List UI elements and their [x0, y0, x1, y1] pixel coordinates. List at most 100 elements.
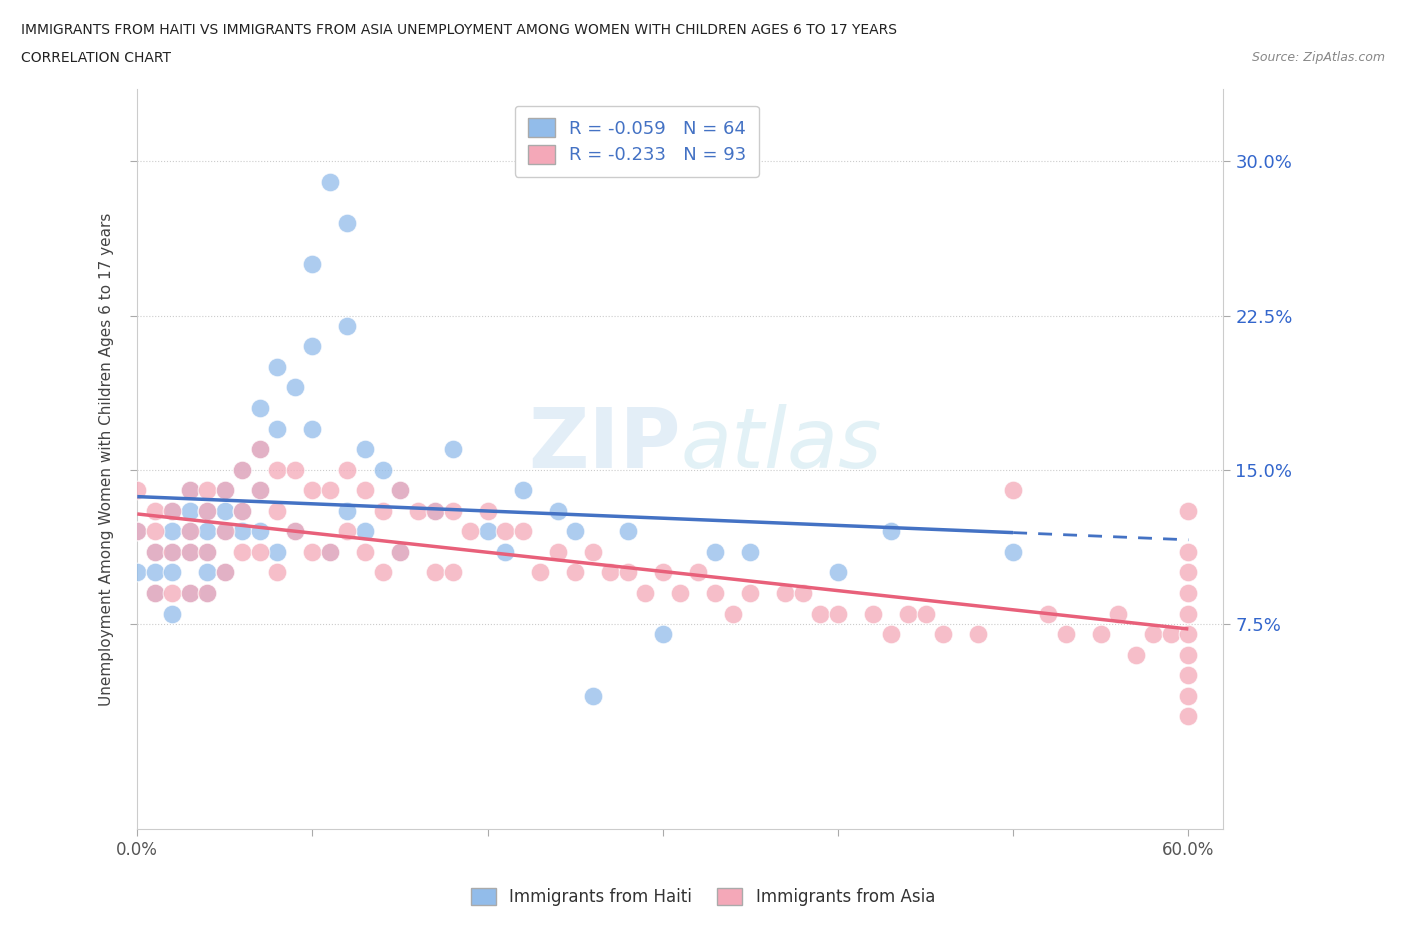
Point	[564, 565, 586, 580]
Point	[319, 483, 342, 498]
Point	[1177, 627, 1199, 642]
Point	[214, 503, 236, 518]
Point	[879, 627, 901, 642]
Point	[336, 216, 359, 231]
Point	[441, 442, 464, 457]
Point	[301, 257, 323, 272]
Point	[669, 586, 692, 601]
Point	[389, 483, 412, 498]
Point	[827, 565, 849, 580]
Point	[231, 503, 253, 518]
Point	[179, 524, 201, 538]
Point	[195, 503, 218, 518]
Point	[1142, 627, 1164, 642]
Point	[214, 565, 236, 580]
Point	[195, 565, 218, 580]
Point	[617, 565, 640, 580]
Point	[249, 401, 271, 416]
Point	[354, 442, 377, 457]
Point	[704, 586, 727, 601]
Point	[249, 442, 271, 457]
Point	[914, 606, 936, 621]
Point	[651, 565, 673, 580]
Point	[231, 462, 253, 477]
Point	[143, 524, 166, 538]
Text: ZIP: ZIP	[527, 405, 681, 485]
Point	[336, 318, 359, 333]
Point	[1177, 503, 1199, 518]
Point	[617, 524, 640, 538]
Point	[162, 606, 184, 621]
Point	[284, 524, 307, 538]
Point	[195, 524, 218, 538]
Point	[214, 524, 236, 538]
Point	[1177, 647, 1199, 662]
Point	[284, 524, 307, 538]
Point	[1177, 586, 1199, 601]
Text: IMMIGRANTS FROM HAITI VS IMMIGRANTS FROM ASIA UNEMPLOYMENT AMONG WOMEN WITH CHIL: IMMIGRANTS FROM HAITI VS IMMIGRANTS FROM…	[21, 23, 897, 37]
Point	[143, 544, 166, 559]
Point	[371, 565, 394, 580]
Point	[319, 544, 342, 559]
Point	[143, 586, 166, 601]
Point	[477, 524, 499, 538]
Point	[441, 503, 464, 518]
Point	[231, 462, 253, 477]
Point	[354, 544, 377, 559]
Point	[423, 565, 446, 580]
Point	[792, 586, 814, 601]
Point	[1107, 606, 1129, 621]
Point	[162, 503, 184, 518]
Legend: R = -0.059   N = 64, R = -0.233   N = 93: R = -0.059 N = 64, R = -0.233 N = 93	[515, 106, 759, 177]
Point	[371, 503, 394, 518]
Point	[582, 544, 605, 559]
Point	[195, 586, 218, 601]
Point	[266, 503, 288, 518]
Point	[195, 503, 218, 518]
Point	[1090, 627, 1112, 642]
Legend: Immigrants from Haiti, Immigrants from Asia: Immigrants from Haiti, Immigrants from A…	[464, 881, 942, 912]
Point	[1125, 647, 1147, 662]
Point	[582, 688, 605, 703]
Y-axis label: Unemployment Among Women with Children Ages 6 to 17 years: Unemployment Among Women with Children A…	[100, 213, 114, 706]
Point	[740, 544, 762, 559]
Point	[1177, 606, 1199, 621]
Point	[266, 421, 288, 436]
Point	[301, 483, 323, 498]
Point	[284, 462, 307, 477]
Point	[704, 544, 727, 559]
Point	[512, 524, 534, 538]
Point	[214, 565, 236, 580]
Point	[389, 544, 412, 559]
Point	[319, 175, 342, 190]
Point	[301, 339, 323, 353]
Point	[1177, 688, 1199, 703]
Point	[423, 503, 446, 518]
Point	[1177, 544, 1199, 559]
Point	[1177, 565, 1199, 580]
Point	[143, 565, 166, 580]
Point	[143, 503, 166, 518]
Point	[967, 627, 990, 642]
Point	[195, 586, 218, 601]
Point	[879, 524, 901, 538]
Point	[143, 586, 166, 601]
Point	[127, 524, 149, 538]
Point	[740, 586, 762, 601]
Point	[547, 503, 569, 518]
Point	[127, 524, 149, 538]
Text: atlas: atlas	[681, 405, 882, 485]
Point	[127, 483, 149, 498]
Point	[249, 483, 271, 498]
Point	[266, 360, 288, 375]
Point	[266, 462, 288, 477]
Point	[162, 565, 184, 580]
Point	[162, 544, 184, 559]
Point	[143, 544, 166, 559]
Point	[477, 503, 499, 518]
Point	[371, 462, 394, 477]
Point	[651, 627, 673, 642]
Point	[547, 544, 569, 559]
Point	[529, 565, 551, 580]
Point	[301, 544, 323, 559]
